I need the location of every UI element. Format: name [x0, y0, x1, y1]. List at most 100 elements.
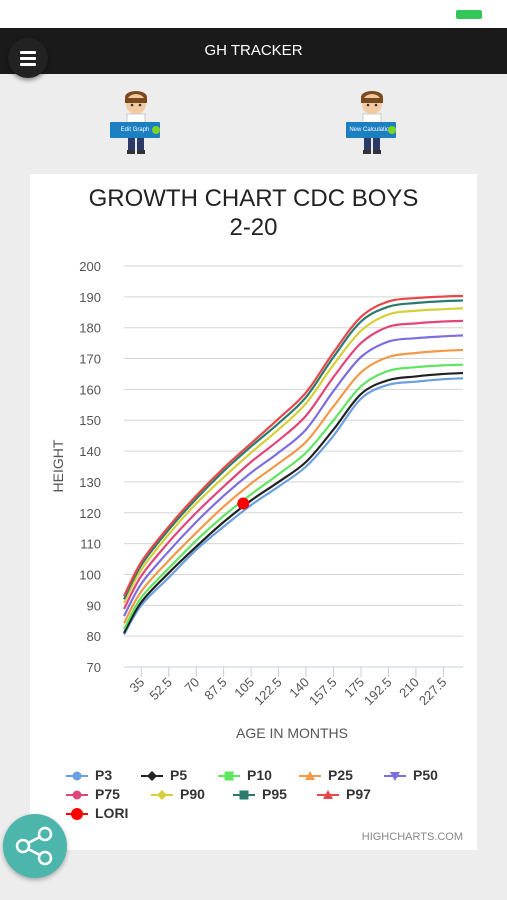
legend-label: P3: [95, 767, 113, 783]
legend-label: P10: [247, 767, 272, 783]
x-tick-label: 52.5: [146, 675, 175, 704]
legend-item-lori[interactable]: LORI: [66, 805, 128, 821]
legend-item-p10[interactable]: P10: [218, 767, 272, 783]
y-tick-label: 100: [79, 567, 101, 582]
x-axis-title: AGE IN MONTHS: [236, 725, 348, 741]
series-line-p95: [123, 299, 464, 600]
legend-marker: [224, 771, 234, 781]
legend-symbol-icon: [66, 808, 88, 821]
legend-item-p75[interactable]: P75: [66, 786, 120, 802]
chart-points: [237, 497, 250, 510]
legend-item-p3[interactable]: P3: [66, 767, 112, 783]
legend-label: P50: [413, 767, 438, 783]
boy-mascot-icon: [361, 91, 383, 154]
legend-marker: [71, 808, 83, 821]
y-tick-label: 90: [87, 598, 101, 613]
series-line-p10: [123, 363, 464, 630]
legend-item-p97[interactable]: P97: [317, 786, 371, 802]
y-tick-label: 180: [79, 321, 101, 336]
highcharts-credit-link[interactable]: HIGHCHARTS.COM: [361, 831, 463, 843]
legend-marker: [323, 790, 333, 800]
y-tick-label: 120: [79, 506, 101, 521]
chart-grid: [124, 265, 463, 677]
legend-symbol-icon: [66, 771, 88, 781]
legend-symbol-icon: [151, 790, 173, 801]
x-tick-label: 157.5: [306, 675, 340, 709]
legend-symbol-icon: [233, 790, 255, 800]
y-tick-label: 140: [79, 444, 101, 459]
legend-label: P97: [346, 786, 371, 802]
legend-label: P25: [328, 767, 353, 783]
pencil-badge-icon: [152, 126, 160, 134]
legend-symbol-icon: [299, 771, 321, 781]
legend-item-p25[interactable]: P25: [299, 767, 353, 783]
legend-symbol-icon: [384, 772, 406, 782]
status-bar: [0, 0, 507, 28]
chart-series: [123, 294, 464, 636]
hamburger-icon-bar: [20, 62, 36, 66]
y-tick-label: 130: [79, 475, 101, 490]
series-line-p50: [123, 334, 464, 617]
chart-card: [30, 174, 477, 850]
legend-symbol-icon: [141, 771, 163, 782]
series-line-p75: [123, 319, 464, 610]
legend-item-p95[interactable]: P95: [233, 786, 287, 802]
y-tick-labels: 70 80 90 100 110 120 130 140 150 160 170 180 190 200: [79, 259, 101, 675]
x-tick-label: 70: [181, 675, 202, 696]
legend-marker: [72, 790, 82, 800]
legend-marker: [390, 772, 400, 782]
legend-label: P75: [95, 786, 120, 802]
legend-label: P90: [180, 786, 205, 802]
hamburger-icon-bar: [20, 56, 36, 60]
edit-graph-button[interactable]: Edit Graph: [110, 90, 170, 160]
legend-item-p90[interactable]: P90: [151, 786, 205, 802]
data-point-lori: [237, 497, 250, 510]
x-tick-label: 35: [127, 675, 148, 696]
top-app-bar: [0, 28, 507, 74]
x-tick-label: 87.5: [201, 675, 230, 704]
y-tick-label: 160: [79, 382, 101, 397]
legend-symbol-icon: [317, 790, 339, 800]
series-line-p97: [123, 294, 464, 597]
y-tick-label: 80: [87, 629, 101, 644]
hamburger-icon: [20, 50, 36, 54]
series-line-p25: [123, 348, 464, 624]
legend-label: P95: [262, 786, 287, 802]
legend-marker: [157, 790, 167, 801]
chart-title-line1: GROWTH CHART CDC BOYS: [88, 185, 419, 212]
y-tick-label: 200: [79, 259, 101, 274]
y-tick-label: 110: [80, 537, 101, 552]
chart-title-line2: 2-20: [229, 214, 278, 241]
share-icon: [15, 826, 53, 866]
edit-graph-label: Edit Graph: [110, 122, 160, 138]
legend-symbol-icon: [66, 790, 88, 800]
series-line-p5: [123, 371, 464, 634]
legend-marker: [72, 771, 82, 781]
series-line-p90: [123, 307, 464, 604]
legend-marker: [239, 790, 249, 800]
x-tick-label: 122.5: [251, 675, 285, 709]
chart-title: GROWTH CHART CDC BOYS 2-20: [30, 184, 477, 242]
legend-marker: [147, 771, 157, 782]
y-axis-title: HEIGHT: [50, 439, 66, 492]
legend-label: LORI: [95, 805, 129, 821]
legend-item-p5[interactable]: P5: [141, 767, 187, 783]
battery-icon: [456, 10, 482, 19]
share-button[interactable]: [3, 814, 67, 878]
legend-symbol-icon: [218, 771, 240, 781]
new-calculation-label: New Calculation: [346, 122, 396, 138]
menu-button[interactable]: [8, 38, 48, 78]
y-tick-label: 150: [79, 413, 101, 428]
app-title: GH TRACKER: [204, 42, 303, 59]
y-tick-label: 170: [79, 352, 101, 367]
x-tick-label: 192.5: [361, 675, 395, 709]
y-tick-label: 190: [79, 290, 101, 305]
y-tick-label: 70: [87, 660, 101, 675]
legend-item-p50[interactable]: P50: [384, 767, 438, 783]
legend-label: P5: [170, 767, 188, 783]
pencil-badge-icon: [388, 126, 396, 134]
new-calculation-button[interactable]: New Calculation: [346, 90, 406, 160]
series-line-p3: [123, 377, 464, 636]
